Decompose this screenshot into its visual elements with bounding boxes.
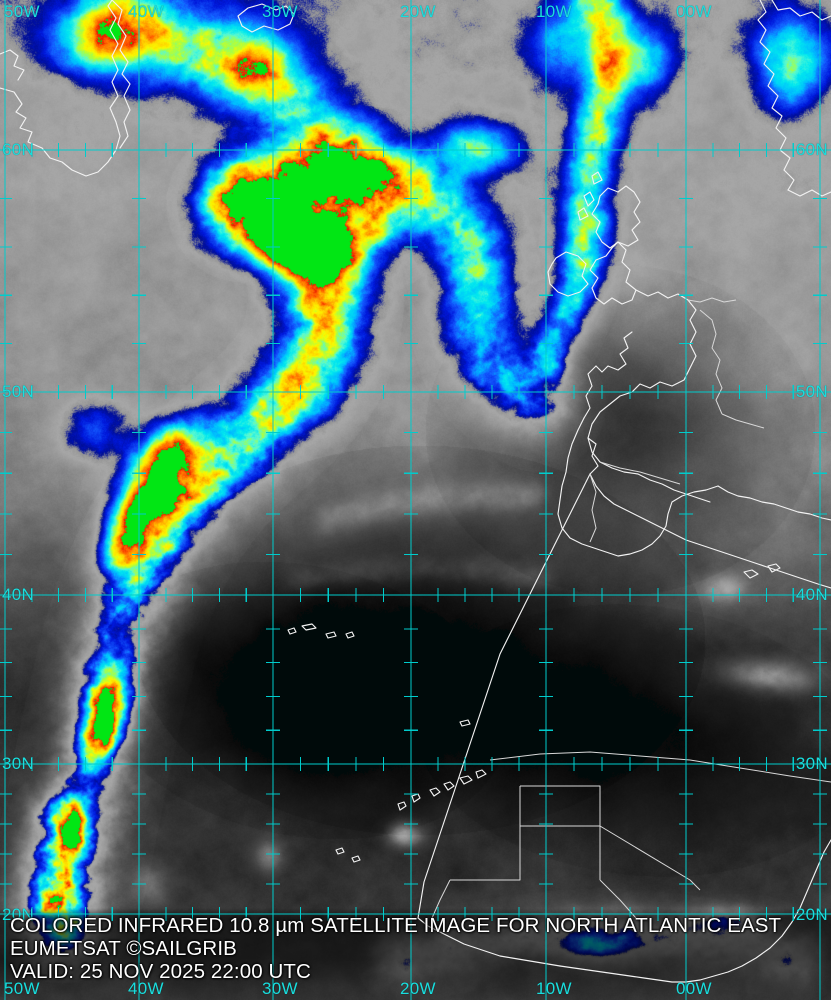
latitude-label-right: 50N bbox=[795, 382, 828, 401]
longitude-label-bottom: 00W bbox=[676, 979, 712, 998]
longitude-label-bottom: 50W bbox=[4, 979, 40, 998]
longitude-label-bottom: 20W bbox=[400, 979, 436, 998]
latitude-label-right: 60N bbox=[795, 140, 828, 159]
longitude-label-bottom: 40W bbox=[128, 979, 164, 998]
longitude-label-bottom: 30W bbox=[262, 979, 298, 998]
latitude-label-left: 40N bbox=[2, 585, 35, 604]
longitude-label-top: 20W bbox=[400, 2, 436, 21]
longitude-label-bottom: 10W bbox=[536, 979, 572, 998]
longitude-label-top: 30W bbox=[262, 2, 298, 21]
latitude-label-left: 20N bbox=[2, 905, 35, 924]
latitude-label-right: 20N bbox=[795, 905, 828, 924]
latitude-label-right: 40N bbox=[795, 585, 828, 604]
longitude-label-top: 50W bbox=[4, 2, 40, 21]
latitude-label-left: 60N bbox=[2, 140, 35, 159]
latitude-label-right: 30N bbox=[795, 754, 828, 773]
longitude-label-top: 40W bbox=[128, 2, 164, 21]
longitude-label-top: 00W bbox=[676, 2, 712, 21]
latitude-label-left: 30N bbox=[2, 754, 35, 773]
latitude-label-left: 50N bbox=[2, 382, 35, 401]
longitude-label-top: 10W bbox=[536, 2, 572, 21]
